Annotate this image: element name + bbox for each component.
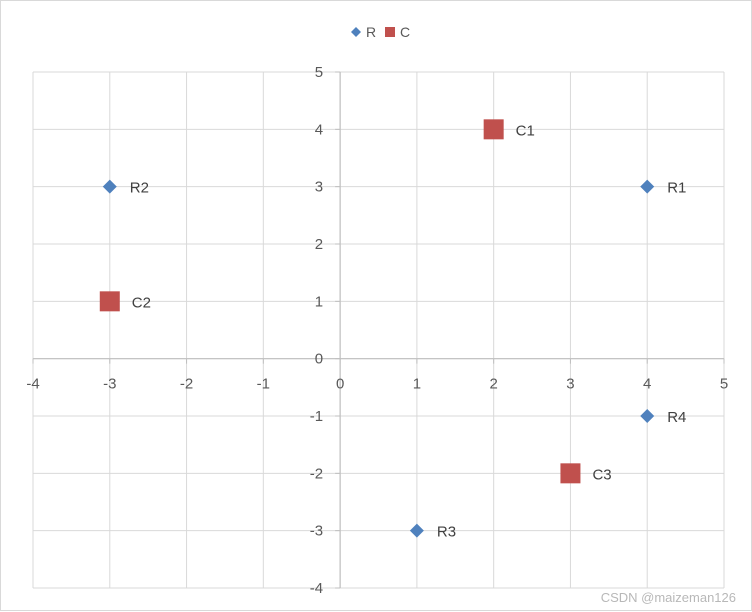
x-tick-label: -4 <box>26 376 39 393</box>
y-tick-label: 2 <box>315 236 323 253</box>
x-tick-label: 3 <box>566 376 574 393</box>
y-tick-label: -1 <box>310 408 323 425</box>
legend-label-c: C <box>400 24 410 40</box>
legend-marker-r <box>351 27 361 37</box>
diamond-point-r3 <box>410 524 424 538</box>
square-point-c2 <box>100 291 120 311</box>
y-tick-label: -3 <box>310 523 323 540</box>
legend-label-r: R <box>366 24 376 40</box>
y-tick-label: -4 <box>310 580 323 597</box>
y-tick-label: -2 <box>310 465 323 482</box>
square-point-c3 <box>560 463 580 483</box>
x-tick-label: 0 <box>336 376 344 393</box>
y-tick-label: 1 <box>315 293 323 310</box>
legend-marker-c <box>385 27 395 37</box>
x-tick-label: 4 <box>643 376 651 393</box>
data-label-c1: C1 <box>516 122 535 139</box>
diamond-point-r4 <box>640 409 654 423</box>
watermark: CSDN @maizeman126 <box>601 590 736 605</box>
square-point-c1 <box>484 119 504 139</box>
y-tick-label: 5 <box>315 64 323 81</box>
y-tick-label: 4 <box>315 121 323 138</box>
data-label-r1: R1 <box>667 180 686 197</box>
diamond-point-r1 <box>640 180 654 194</box>
x-tick-label: 5 <box>720 376 728 393</box>
x-tick-label: -2 <box>180 376 193 393</box>
y-tick-label: 3 <box>315 179 323 196</box>
x-tick-label: -3 <box>103 376 116 393</box>
x-tick-label: -1 <box>257 376 270 393</box>
data-label-r2: R2 <box>130 180 149 197</box>
data-label-r3: R3 <box>437 524 456 541</box>
diamond-point-r2 <box>103 180 117 194</box>
x-tick-label: 2 <box>489 376 497 393</box>
data-label-c3: C3 <box>592 466 611 483</box>
data-label-c2: C2 <box>132 294 151 311</box>
y-tick-label: 0 <box>315 351 323 368</box>
data-label-r4: R4 <box>667 409 686 426</box>
x-tick-label: 1 <box>413 376 421 393</box>
